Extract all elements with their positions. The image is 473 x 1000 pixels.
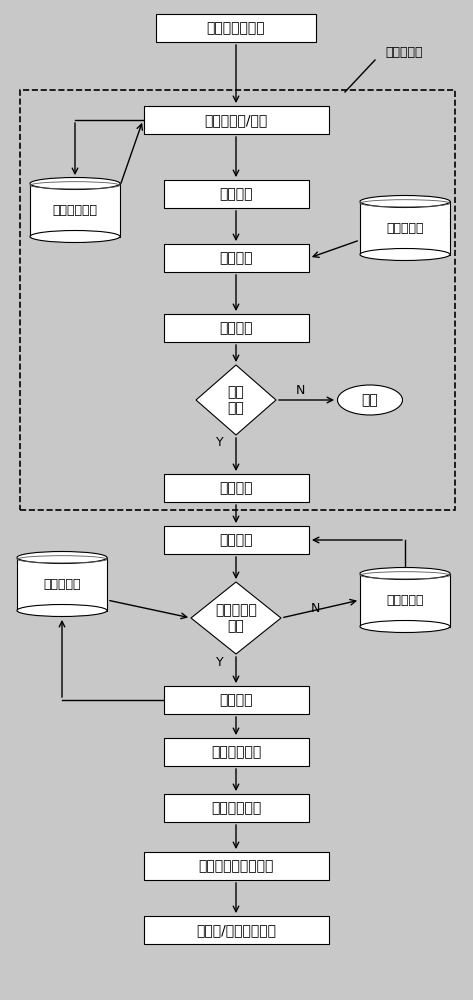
Text: 中文分词: 中文分词 xyxy=(219,533,253,547)
FancyBboxPatch shape xyxy=(164,526,308,554)
Text: 非法词项库: 非法词项库 xyxy=(386,593,424,606)
Text: 文档标签库: 文档标签库 xyxy=(386,222,424,234)
FancyBboxPatch shape xyxy=(156,14,316,42)
Text: Y: Y xyxy=(216,436,224,450)
Text: Y: Y xyxy=(216,656,224,668)
Text: 位置信息提取: 位置信息提取 xyxy=(211,745,261,759)
FancyBboxPatch shape xyxy=(143,852,329,880)
FancyBboxPatch shape xyxy=(164,314,308,342)
Text: 标签确定: 标签确定 xyxy=(219,251,253,265)
Text: 文档编号分配: 文档编号分配 xyxy=(211,801,261,815)
Ellipse shape xyxy=(30,178,120,190)
Text: 文档集/关键词集输出: 文档集/关键词集输出 xyxy=(196,923,276,937)
Text: 外包文档集生成: 外包文档集生成 xyxy=(207,21,265,35)
Polygon shape xyxy=(196,365,276,435)
Text: 元数据提取/过滤: 元数据提取/过滤 xyxy=(204,113,268,127)
Text: 文档校验: 文档校验 xyxy=(219,321,253,335)
FancyBboxPatch shape xyxy=(30,184,120,236)
Text: 冗余
判定: 冗余 判定 xyxy=(228,385,245,415)
Text: N: N xyxy=(295,383,305,396)
Text: 文档元数据库: 文档元数据库 xyxy=(53,204,97,217)
FancyBboxPatch shape xyxy=(164,180,308,208)
Ellipse shape xyxy=(17,604,107,616)
Text: 文档词项的词频计算: 文档词项的词频计算 xyxy=(198,859,274,873)
Text: 结束: 结束 xyxy=(362,393,378,407)
FancyBboxPatch shape xyxy=(360,574,450,626)
FancyBboxPatch shape xyxy=(17,558,107,610)
FancyBboxPatch shape xyxy=(143,916,329,944)
FancyBboxPatch shape xyxy=(360,201,450,254)
FancyBboxPatch shape xyxy=(164,686,308,714)
Ellipse shape xyxy=(30,231,120,242)
Text: 词项正确性
判定: 词项正确性 判定 xyxy=(215,603,257,633)
Text: 收敛加密: 收敛加密 xyxy=(219,187,253,201)
Text: 词项输出: 词项输出 xyxy=(219,693,253,707)
Text: 唯一性判断: 唯一性判断 xyxy=(385,45,422,58)
Text: 校验输出: 校验输出 xyxy=(219,481,253,495)
Polygon shape xyxy=(191,582,281,654)
FancyBboxPatch shape xyxy=(164,738,308,766)
Ellipse shape xyxy=(360,620,450,633)
Text: N: N xyxy=(310,601,320,614)
FancyBboxPatch shape xyxy=(164,244,308,272)
Ellipse shape xyxy=(338,385,403,415)
Ellipse shape xyxy=(360,248,450,260)
Ellipse shape xyxy=(360,568,450,580)
FancyBboxPatch shape xyxy=(143,106,329,134)
Ellipse shape xyxy=(17,552,107,564)
FancyBboxPatch shape xyxy=(164,474,308,502)
Ellipse shape xyxy=(360,196,450,208)
FancyBboxPatch shape xyxy=(164,794,308,822)
Text: 关键词词库: 关键词词库 xyxy=(43,578,81,590)
